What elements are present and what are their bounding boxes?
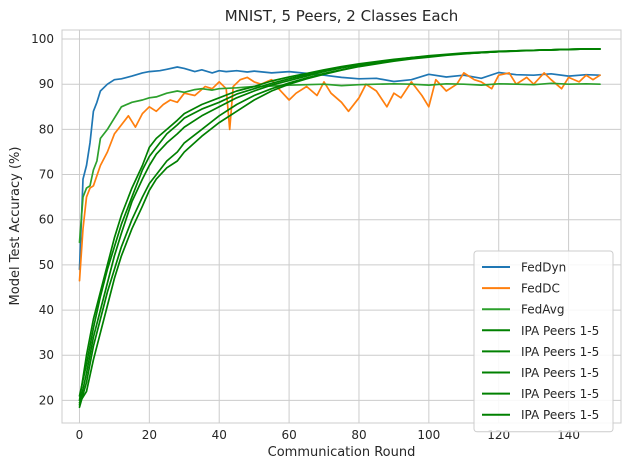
x-tick-label: 20 [142, 428, 157, 442]
x-tick-label: 60 [281, 428, 296, 442]
series-line-2 [78, 82, 601, 244]
series-line-7 [78, 48, 601, 404]
y-tick-label: 100 [31, 32, 54, 46]
legend-label: IPA Peers 1-5 [521, 408, 599, 422]
y-tick-label: 60 [39, 213, 54, 227]
x-tick-label: 80 [351, 428, 366, 442]
y-tick-label: 50 [39, 258, 54, 272]
legend-label: FedDyn [521, 261, 566, 275]
y-axis-label: Model Test Accuracy (%) [8, 147, 23, 306]
series-line-1 [78, 72, 601, 282]
legend: FedDyn FedDC FedAvg IPA Peers 1-5 IPA Peers … [473, 250, 614, 433]
legend-label: FedAvg [521, 303, 564, 317]
y-tick-label: 70 [39, 168, 54, 182]
y-tick-label: 30 [39, 348, 54, 362]
chart-title: MNIST, 5 Peers, 2 Classes Each [225, 7, 459, 25]
y-ticks: 20 30 40 50 60 70 80 90 100 [31, 32, 54, 407]
legend-box [473, 250, 614, 433]
x-axis-label: Communication Round [268, 445, 416, 460]
series-layer [78, 48, 601, 409]
y-tick-label: 40 [39, 303, 54, 317]
x-tick-label: 100 [417, 428, 440, 442]
x-tick-label: 0 [76, 428, 84, 442]
legend-label: IPA Peers 1-5 [521, 387, 599, 401]
x-tick-label: 40 [212, 428, 227, 442]
legend-label: IPA Peers 1-5 [521, 345, 599, 359]
plot-frame [61, 29, 622, 424]
legend-label: IPA Peers 1-5 [521, 324, 599, 338]
y-tick-label: 20 [39, 393, 54, 407]
y-tick-label: 90 [39, 77, 54, 91]
series-line-0 [78, 66, 601, 271]
legend-label: FedDC [521, 282, 560, 296]
legend-label: IPA Peers 1-5 [521, 366, 599, 380]
y-tick-label: 80 [39, 122, 54, 136]
